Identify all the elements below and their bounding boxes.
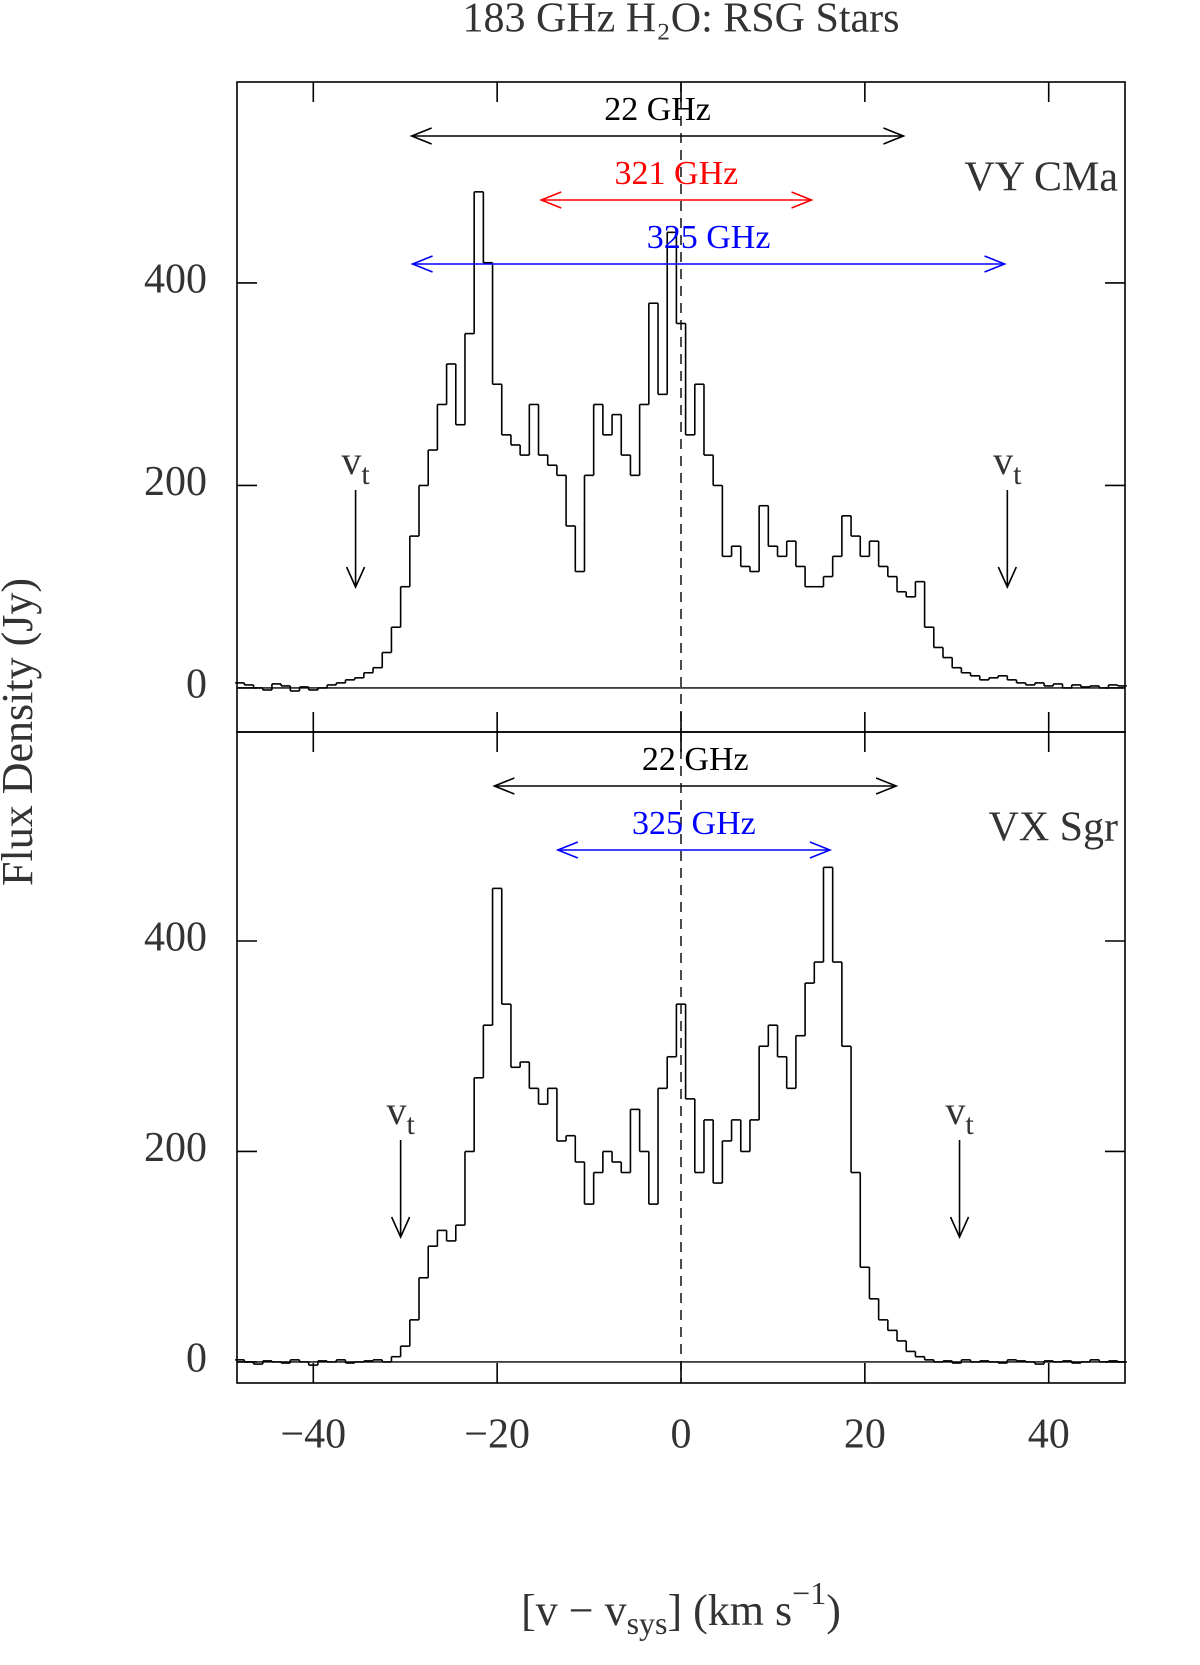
- arrow-head: [409, 127, 432, 145]
- velocity-marker-label: vt: [386, 1088, 415, 1141]
- velocity-marker-label: vt: [341, 438, 370, 491]
- x-label-sup: −1: [792, 1575, 826, 1611]
- x-axis-label: [v − vsys] (km s−1): [521, 1575, 841, 1641]
- arrow-label: 321 GHz: [615, 155, 739, 192]
- star-name: VY CMa: [964, 155, 1118, 201]
- y-tick-label: 0: [186, 662, 207, 708]
- arrow-head: [492, 777, 515, 795]
- velocity-marker-label: vt: [945, 1088, 974, 1141]
- arrow-label: 325 GHz: [647, 219, 771, 256]
- x-label-part: ): [826, 1586, 841, 1635]
- arrow-label: 22 GHz: [642, 741, 749, 778]
- arrow-head: [791, 191, 814, 209]
- marker-base: v: [341, 438, 361, 483]
- marker-sub: t: [1013, 458, 1022, 491]
- marker-head: [390, 1216, 411, 1239]
- spectrum: [235, 191, 1127, 692]
- spectrum: [235, 866, 1127, 1366]
- velocity-marker: [949, 1140, 970, 1239]
- velocity-marker: [345, 490, 366, 589]
- x-tick-label: −40: [280, 1412, 346, 1458]
- star-name: VX Sgr: [988, 805, 1118, 851]
- marker-base: v: [945, 1088, 965, 1133]
- velocity-marker-label: vt: [993, 438, 1022, 491]
- arrow-head: [555, 841, 579, 859]
- annotation-arrow: [492, 777, 899, 795]
- x-label-part: ] (km s: [668, 1586, 793, 1635]
- arrow-head: [984, 255, 1007, 273]
- velocity-marker: [997, 490, 1018, 589]
- arrow-head: [883, 127, 906, 145]
- marker-base: v: [386, 1088, 406, 1133]
- x-tick-label: 20: [844, 1412, 886, 1458]
- x-tick-label: 0: [671, 1412, 692, 1458]
- y-axis-label: Flux Density (Jy): [0, 578, 42, 886]
- x-label-sub: sys: [627, 1605, 668, 1641]
- annotation-arrow: [539, 191, 814, 209]
- arrow-head: [539, 191, 562, 209]
- velocity-marker: [390, 1140, 411, 1239]
- annotation-arrow: [410, 255, 1007, 273]
- arrow-head: [410, 255, 433, 273]
- y-tick-label: 400: [144, 257, 207, 303]
- marker-sub: t: [406, 1108, 415, 1141]
- marker-head: [345, 566, 366, 589]
- marker-sub: t: [361, 458, 370, 491]
- arrow-label: 22 GHz: [604, 91, 711, 128]
- figure-title: 183 GHz H₂O: RSG Stars: [463, 0, 900, 42]
- marker-head: [997, 566, 1018, 589]
- marker-head: [949, 1216, 970, 1239]
- arrow-label: 325 GHz: [632, 805, 756, 842]
- y-tick-label: 200: [144, 1125, 207, 1171]
- x-tick-label: −20: [464, 1412, 530, 1458]
- arrow-head: [809, 841, 833, 859]
- annotation-arrow: [555, 841, 833, 859]
- y-tick-label: 400: [144, 915, 207, 961]
- x-label-part: [v − v: [521, 1586, 626, 1635]
- y-tick-label: 200: [144, 459, 207, 505]
- annotation-arrow: [409, 127, 906, 145]
- marker-base: v: [993, 438, 1013, 483]
- arrow-head: [875, 777, 899, 795]
- marker-sub: t: [965, 1108, 974, 1141]
- x-tick-label: 40: [1028, 1412, 1070, 1458]
- y-tick-label: 0: [186, 1336, 207, 1382]
